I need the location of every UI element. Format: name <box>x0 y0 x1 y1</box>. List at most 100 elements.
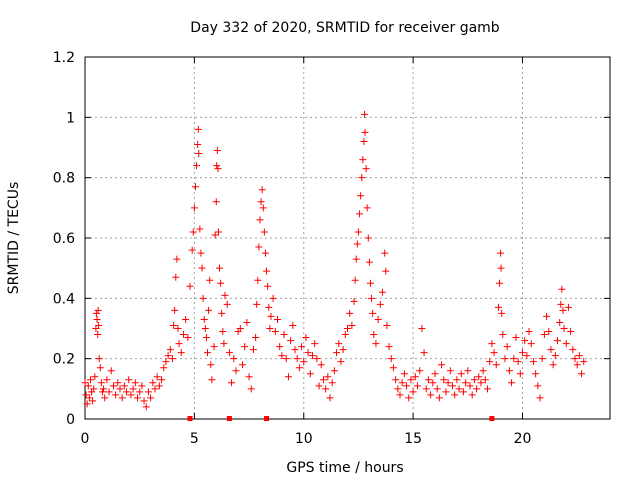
data-point <box>558 285 566 293</box>
data-point <box>86 376 94 384</box>
data-point <box>319 376 327 384</box>
data-point <box>142 403 150 411</box>
data-point <box>267 312 275 320</box>
data-point <box>265 303 273 311</box>
data-point <box>510 355 518 363</box>
data-point <box>274 315 281 323</box>
data-point <box>475 373 483 381</box>
data-point <box>217 279 225 287</box>
data-point <box>293 355 301 363</box>
data-point <box>206 276 214 284</box>
data-point <box>304 349 312 357</box>
data-point <box>282 355 290 363</box>
data-point <box>298 343 306 351</box>
data-point <box>547 346 555 354</box>
data-point <box>112 391 120 399</box>
x-tick-label: 10 <box>295 431 313 447</box>
data-point <box>202 334 210 342</box>
data-point <box>252 334 260 342</box>
data-point <box>446 367 454 375</box>
data-point <box>151 385 159 393</box>
data-point <box>363 204 371 212</box>
data-point <box>501 355 509 363</box>
baseline-marker <box>489 416 495 421</box>
data-point <box>538 355 546 363</box>
x-tick-label: 15 <box>404 431 422 447</box>
data-point <box>107 367 115 375</box>
data-point <box>400 370 408 378</box>
data-point <box>398 379 406 387</box>
data-point <box>564 303 572 311</box>
data-point <box>309 352 316 360</box>
data-point <box>278 352 286 360</box>
data-point <box>95 355 103 363</box>
data-point <box>370 331 378 339</box>
data-point <box>255 243 263 251</box>
data-point <box>266 325 274 332</box>
data-point <box>529 358 537 366</box>
data-point <box>120 382 128 390</box>
data-point <box>368 294 376 302</box>
data-point <box>220 340 228 348</box>
data-point <box>545 328 553 336</box>
data-point <box>99 388 106 396</box>
data-point <box>101 394 109 402</box>
data-point <box>431 370 439 378</box>
data-point <box>405 394 413 402</box>
data-point <box>136 388 144 396</box>
data-point <box>284 373 292 381</box>
data-point <box>350 297 358 305</box>
data-point <box>379 288 386 296</box>
data-point <box>191 183 199 191</box>
data-point <box>523 352 531 360</box>
data-point <box>169 355 176 363</box>
data-point <box>470 376 478 384</box>
data-point <box>560 325 568 332</box>
data-point <box>213 147 221 155</box>
data-point <box>543 312 551 320</box>
data-point <box>313 355 321 363</box>
data-point <box>490 349 498 357</box>
data-point <box>170 321 178 329</box>
data-point <box>258 186 266 194</box>
data-point <box>492 361 500 369</box>
data-point <box>198 264 206 272</box>
data-point <box>503 343 511 351</box>
data-point <box>197 249 205 257</box>
baseline-marker <box>226 416 232 421</box>
data-point <box>389 364 397 372</box>
data-point <box>497 249 505 257</box>
data-point <box>330 367 338 375</box>
data-point <box>508 379 516 387</box>
data-point <box>91 373 99 381</box>
data-point <box>317 361 325 369</box>
data-point <box>213 162 221 170</box>
data-point <box>95 321 103 329</box>
data-point <box>196 225 204 233</box>
data-point <box>499 331 507 339</box>
data-point <box>204 349 211 357</box>
data-point <box>557 300 565 308</box>
data-point <box>219 328 227 336</box>
data-point <box>228 379 236 387</box>
data-point <box>394 385 402 393</box>
data-point <box>144 388 152 396</box>
data-point <box>372 340 380 348</box>
data-point <box>435 394 443 402</box>
data-point <box>93 315 101 323</box>
data-point <box>125 376 133 384</box>
data-point <box>481 376 489 384</box>
data-point <box>261 249 269 257</box>
data-point <box>97 379 105 387</box>
data-point <box>362 165 370 173</box>
data-point <box>486 358 494 366</box>
data-point <box>147 394 155 402</box>
data-point <box>214 228 222 236</box>
data-point <box>223 300 231 308</box>
data-point <box>573 361 581 369</box>
data-point <box>442 388 450 396</box>
data-point <box>328 379 336 387</box>
data-point <box>153 373 161 381</box>
y-tick-label: 1 <box>66 110 75 126</box>
